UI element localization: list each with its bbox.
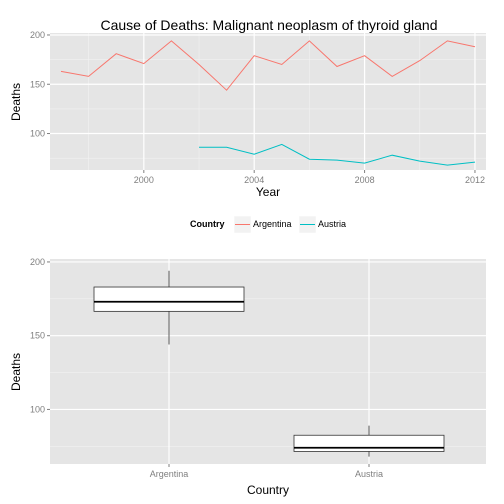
- x-tick-label: 2000: [134, 175, 154, 185]
- y-tick-label: 100: [30, 404, 45, 414]
- series-line-argentina: [60, 40, 476, 91]
- legend-title: Country: [190, 219, 225, 229]
- box-argentina: [93, 286, 245, 312]
- y-tick-label: 200: [30, 30, 45, 40]
- box-austria: [293, 434, 445, 452]
- legend-entries: Argentina Austria: [233, 215, 346, 234]
- x-tick-label: 2008: [355, 175, 375, 185]
- legend-label-austria: Austria: [318, 219, 346, 229]
- box-plot-x-axis-title: Country: [247, 483, 289, 497]
- x-tick-label-argentina: Argentina: [150, 469, 189, 479]
- legend-label-argentina: Argentina: [253, 219, 292, 229]
- y-tick-label: 150: [30, 331, 45, 341]
- line-plot-x-axis-title: Year: [256, 185, 280, 199]
- y-tick-label: 100: [30, 129, 45, 139]
- line-plot-y-ticks: 100 150 200: [30, 30, 50, 139]
- series-line-austria: [199, 143, 476, 166]
- y-tick-label: 200: [30, 257, 45, 267]
- line-plot-series: [60, 40, 476, 166]
- legend: Country Argentina Austria: [190, 215, 346, 234]
- x-tick-label: 2012: [465, 175, 485, 185]
- box-plot-y-ticks: 100 150 200: [30, 257, 50, 414]
- y-tick-label: 150: [30, 79, 45, 89]
- line-plot-x-ticks: 2000 2004 2008 2012: [134, 170, 485, 185]
- box-plot-x-ticks: Argentina Austria: [150, 464, 383, 479]
- box-plot-boxes: [93, 270, 445, 457]
- chart-title: Cause of Deaths: Malignant neoplasm of t…: [101, 17, 438, 33]
- line-plot-y-axis-title: Deaths: [9, 83, 23, 121]
- x-tick-label-austria: Austria: [355, 469, 383, 479]
- x-tick-label: 2004: [244, 175, 264, 185]
- box-plot-y-axis-title: Deaths: [9, 353, 23, 391]
